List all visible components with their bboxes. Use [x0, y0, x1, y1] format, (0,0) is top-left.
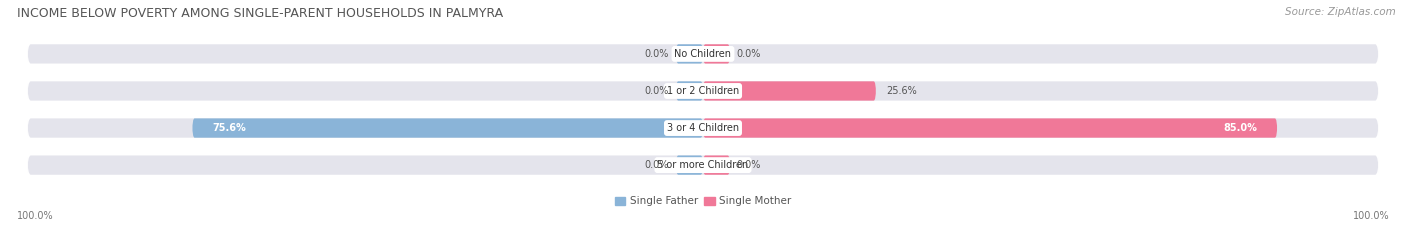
FancyBboxPatch shape: [703, 155, 730, 175]
FancyBboxPatch shape: [676, 81, 703, 101]
FancyBboxPatch shape: [28, 44, 1378, 64]
Text: Source: ZipAtlas.com: Source: ZipAtlas.com: [1285, 7, 1396, 17]
Text: 0.0%: 0.0%: [645, 49, 669, 59]
Text: 0.0%: 0.0%: [737, 49, 761, 59]
Text: INCOME BELOW POVERTY AMONG SINGLE-PARENT HOUSEHOLDS IN PALMYRA: INCOME BELOW POVERTY AMONG SINGLE-PARENT…: [17, 7, 503, 20]
Text: 0.0%: 0.0%: [645, 86, 669, 96]
Text: 1 or 2 Children: 1 or 2 Children: [666, 86, 740, 96]
Text: 0.0%: 0.0%: [737, 160, 761, 170]
Text: 100.0%: 100.0%: [1353, 211, 1389, 221]
FancyBboxPatch shape: [703, 118, 1277, 138]
Text: 0.0%: 0.0%: [645, 160, 669, 170]
Text: 100.0%: 100.0%: [17, 211, 53, 221]
FancyBboxPatch shape: [703, 81, 876, 101]
Text: 3 or 4 Children: 3 or 4 Children: [666, 123, 740, 133]
FancyBboxPatch shape: [28, 118, 1378, 138]
FancyBboxPatch shape: [676, 44, 703, 64]
FancyBboxPatch shape: [676, 155, 703, 175]
Text: 75.6%: 75.6%: [212, 123, 246, 133]
Text: 85.0%: 85.0%: [1223, 123, 1257, 133]
FancyBboxPatch shape: [28, 155, 1378, 175]
Text: No Children: No Children: [675, 49, 731, 59]
FancyBboxPatch shape: [28, 81, 1378, 101]
Legend: Single Father, Single Mother: Single Father, Single Mother: [610, 192, 796, 210]
FancyBboxPatch shape: [193, 118, 703, 138]
Text: 25.6%: 25.6%: [886, 86, 917, 96]
Text: 5 or more Children: 5 or more Children: [658, 160, 748, 170]
FancyBboxPatch shape: [703, 44, 730, 64]
